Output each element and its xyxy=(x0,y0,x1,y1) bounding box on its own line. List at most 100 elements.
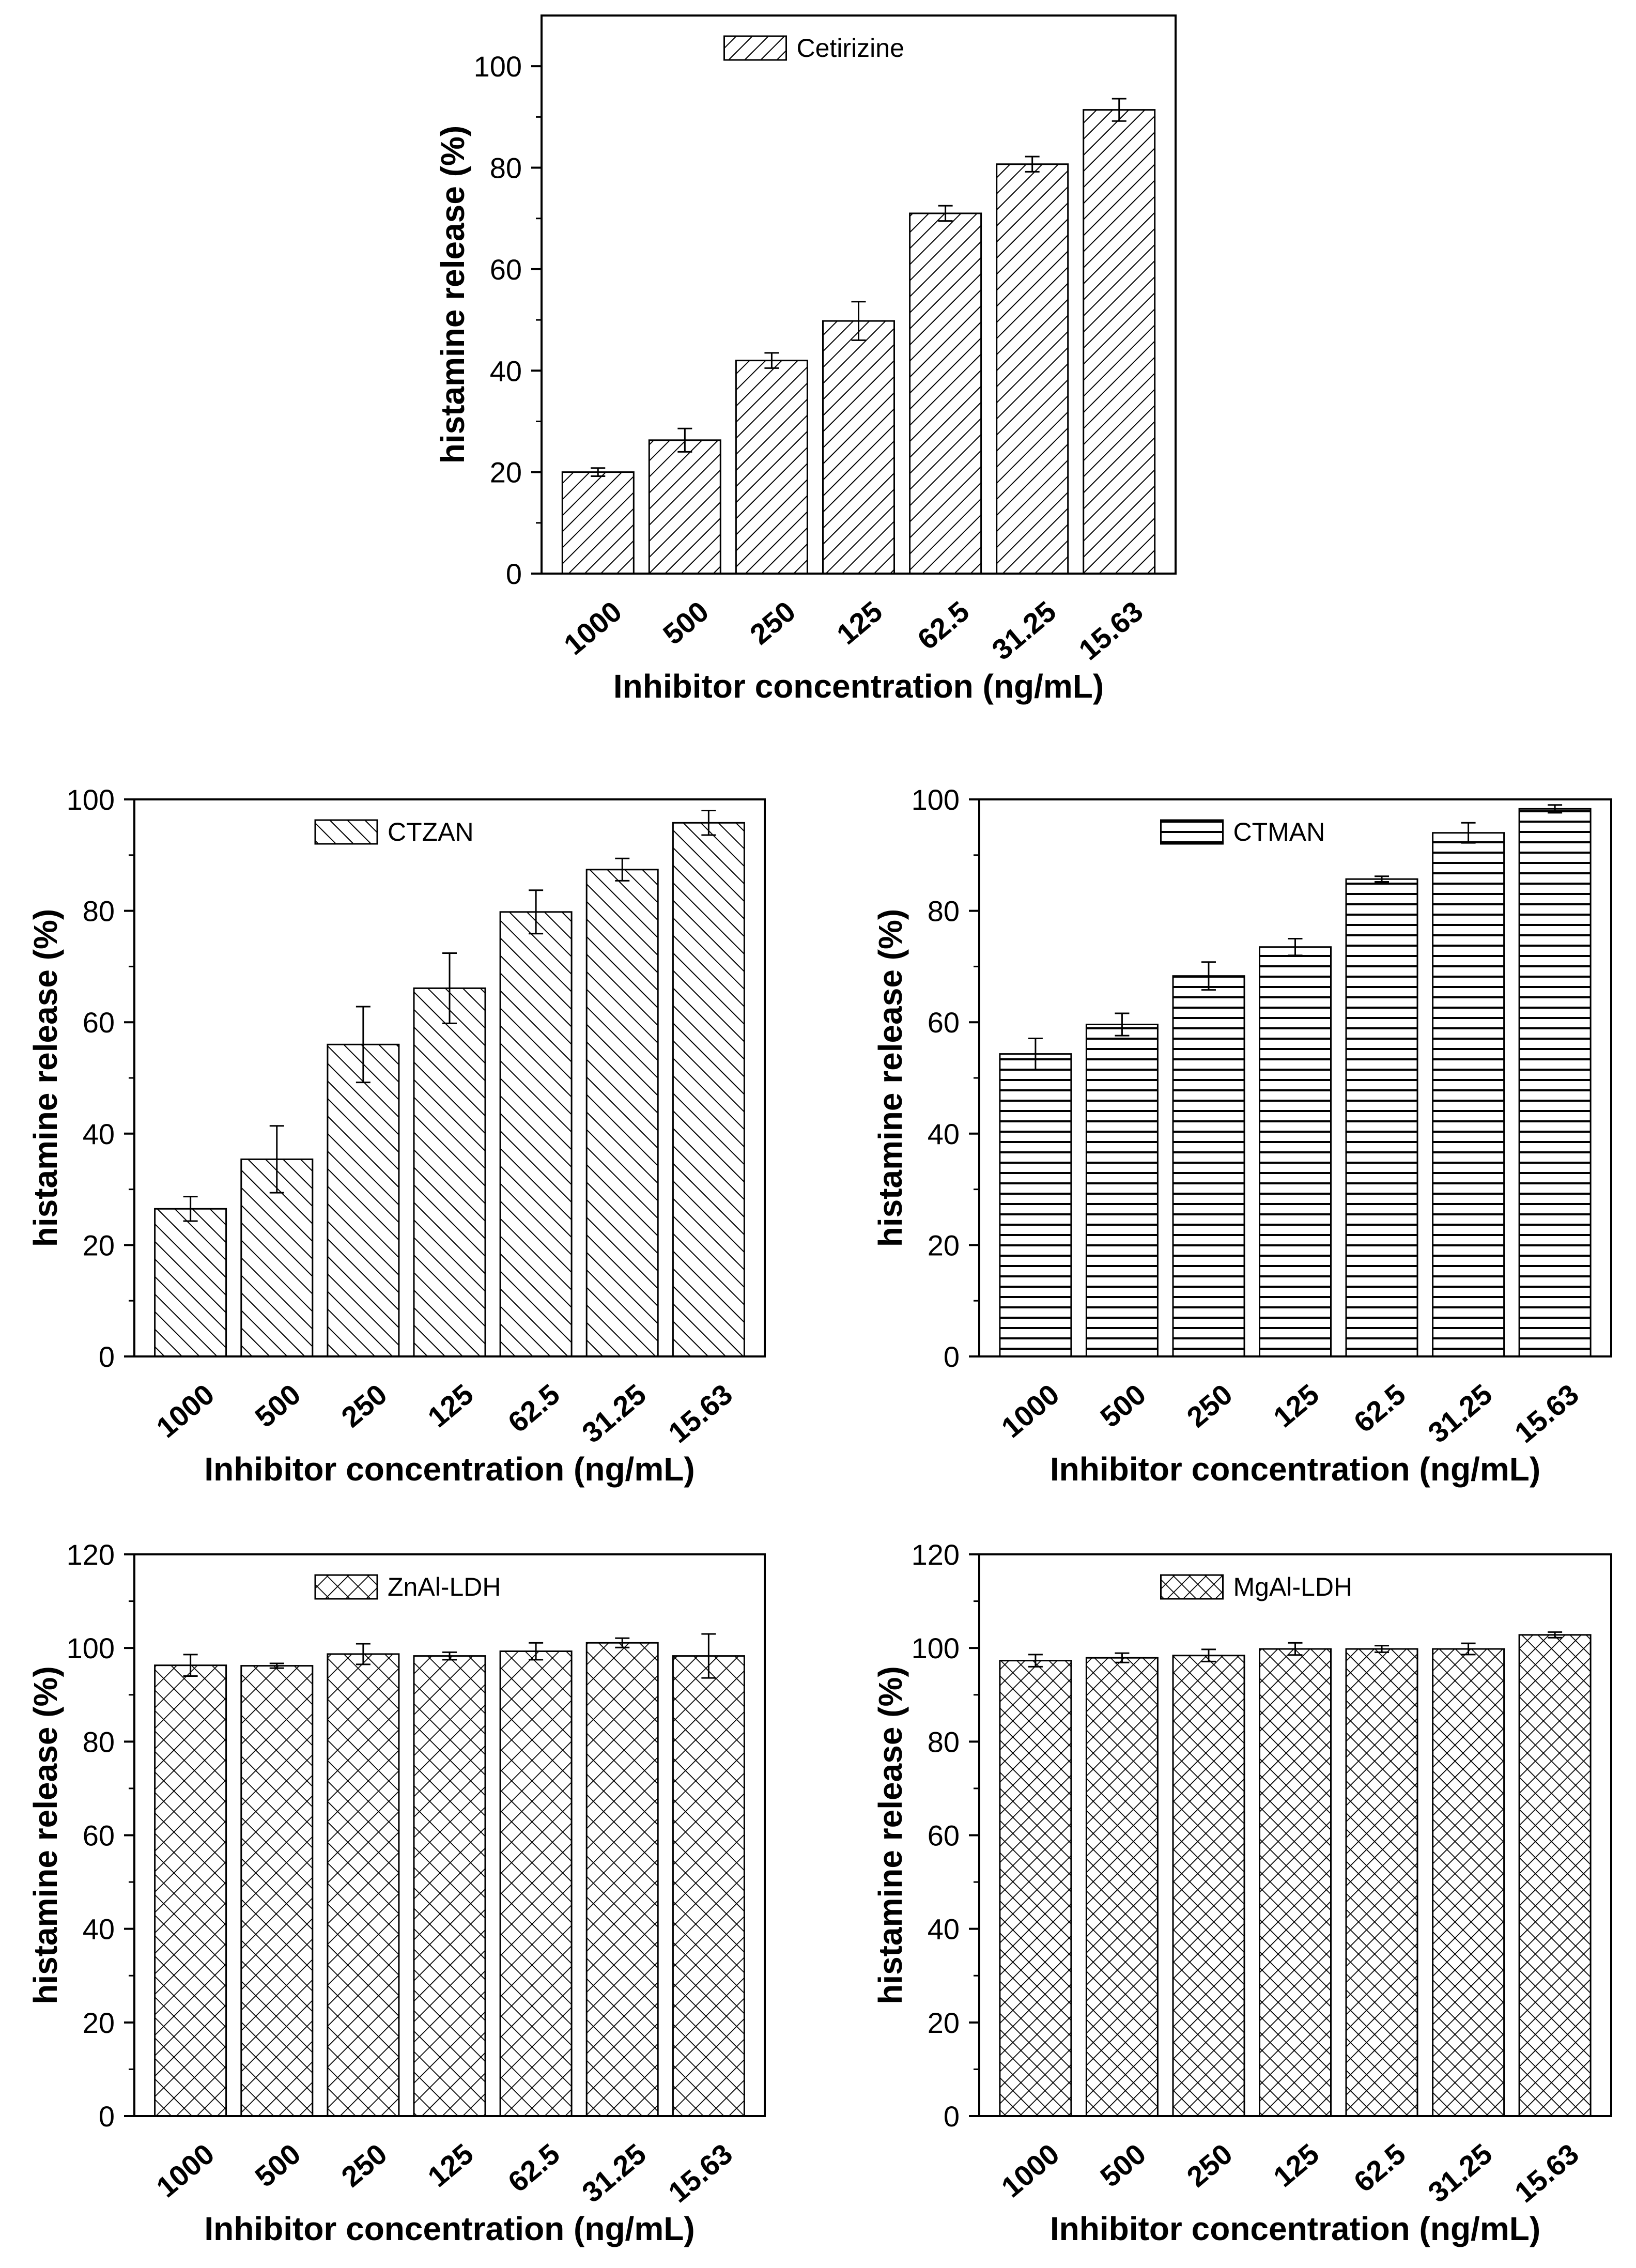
error-bar xyxy=(701,810,716,836)
x-tick-label: 62.5 xyxy=(1348,2137,1412,2198)
error-bar xyxy=(615,857,630,882)
legend-swatch xyxy=(723,35,787,61)
panel-ctman: 0 20 40 60 80 100 1000 500 250 125 62.5 31.25 15.63I… xyxy=(872,783,1612,1488)
bar xyxy=(648,439,721,575)
error-bar xyxy=(1025,156,1040,173)
error-bar xyxy=(591,467,606,477)
y-tick-label: 60 xyxy=(490,253,522,286)
y-tick-label: 100 xyxy=(474,50,522,83)
y-tick-label: 60 xyxy=(83,1006,115,1039)
bar xyxy=(999,1660,1072,2117)
panel-cetirizine: 0 20 40 60 80 100 1000 500 250 125 62.5 31.25 15.63I… xyxy=(434,14,1177,705)
x-tick-label: 31.25 xyxy=(576,1378,652,1449)
plot-frame xyxy=(541,14,1177,575)
x-tick-label: 250 xyxy=(744,595,801,651)
error-bar xyxy=(1461,822,1476,844)
bar xyxy=(585,869,659,1357)
error-bar xyxy=(529,889,544,935)
bar xyxy=(996,163,1069,575)
error-bar xyxy=(1115,1652,1130,1663)
error-bar xyxy=(529,1642,544,1661)
bar xyxy=(1518,1634,1592,2117)
error-bar xyxy=(1201,961,1216,991)
bar xyxy=(499,911,573,1357)
y-tick-label: 100 xyxy=(912,1632,960,1664)
bar xyxy=(499,1650,573,2117)
y-tick-label: 100 xyxy=(912,783,960,816)
error-bar xyxy=(1288,938,1303,956)
y-tick-label: 120 xyxy=(67,1538,115,1571)
legend-label: CTZAN xyxy=(388,817,474,846)
bar xyxy=(735,360,808,575)
x-tick-label: 125 xyxy=(1267,1378,1325,1433)
bar xyxy=(1085,1024,1159,1357)
error-bar xyxy=(1461,1642,1476,1656)
bar xyxy=(1172,1655,1245,2117)
x-tick-label: 31.25 xyxy=(986,595,1062,666)
y-tick-label: 40 xyxy=(83,1118,115,1150)
legend-swatch xyxy=(1160,1574,1224,1600)
error-bar xyxy=(442,1651,457,1661)
y-tick-label: 20 xyxy=(490,456,522,489)
bar xyxy=(1432,1648,1505,2117)
y-tick-label: 120 xyxy=(912,1538,960,1571)
x-tick-label: 31.25 xyxy=(1422,2137,1498,2209)
x-axis-title: Inhibitor concentration (ng/mL) xyxy=(613,668,1104,705)
y-tick-label: 0 xyxy=(944,2100,960,2133)
y-tick-label: 20 xyxy=(83,2007,115,2039)
bar xyxy=(154,1664,227,2117)
legend-label: ZnAl-LDH xyxy=(388,1572,501,1601)
error-bar xyxy=(677,427,692,453)
error-bar xyxy=(183,1196,198,1222)
error-bar xyxy=(356,1643,371,1665)
legend-swatch xyxy=(1160,819,1224,845)
x-tick-label: 15.63 xyxy=(662,1378,738,1449)
x-tick-label: 250 xyxy=(1181,2137,1239,2193)
bar xyxy=(1172,975,1245,1357)
bar xyxy=(822,320,895,575)
y-tick-label: 40 xyxy=(928,1913,960,1946)
x-tick-label: 125 xyxy=(422,2137,480,2193)
x-tick-label: 1000 xyxy=(995,1378,1066,1444)
bar xyxy=(561,471,635,575)
bar xyxy=(1259,946,1332,1357)
y-tick-label: 80 xyxy=(928,1725,960,1758)
error-bar xyxy=(1375,1645,1390,1653)
bar xyxy=(999,1053,1072,1357)
error-bar xyxy=(1028,1037,1043,1071)
bar xyxy=(327,1653,400,2117)
y-tick-label: 20 xyxy=(83,1229,115,1261)
y-tick-label: 0 xyxy=(99,2100,115,2133)
x-tick-label: 500 xyxy=(249,2137,306,2193)
error-bar xyxy=(356,1006,371,1084)
x-tick-label: 15.63 xyxy=(1508,2137,1585,2209)
error-bar xyxy=(1112,98,1126,122)
x-tick-label: 500 xyxy=(249,1378,306,1433)
error-bar xyxy=(1028,1654,1043,1668)
x-axis-title: Inhibitor concentration (ng/mL) xyxy=(1050,2210,1540,2247)
y-axis-title: histamine release (%) xyxy=(27,1666,64,2004)
bar xyxy=(240,1665,314,2117)
x-tick-label: 500 xyxy=(657,595,715,651)
error-bar xyxy=(1201,1648,1216,1662)
bar xyxy=(327,1043,400,1357)
y-tick-label: 20 xyxy=(928,1229,960,1261)
bar xyxy=(585,1642,659,2117)
error-bar xyxy=(1115,1012,1130,1037)
error-bar xyxy=(851,301,866,341)
x-tick-label: 500 xyxy=(1094,1378,1152,1433)
y-tick-label: 0 xyxy=(99,1340,115,1373)
bar xyxy=(1518,808,1592,1357)
error-bar xyxy=(1375,875,1390,883)
y-tick-label: 60 xyxy=(928,1819,960,1852)
legend-swatch xyxy=(314,819,378,845)
x-tick-label: 1000 xyxy=(150,1378,220,1444)
x-tick-label: 62.5 xyxy=(502,1378,566,1439)
error-bar xyxy=(183,1654,198,1677)
y-axis-title: histamine release (%) xyxy=(872,1666,909,2004)
error-bar xyxy=(269,1125,284,1194)
bar xyxy=(154,1208,227,1357)
bar xyxy=(1085,1657,1159,2117)
error-bar xyxy=(1548,804,1563,814)
